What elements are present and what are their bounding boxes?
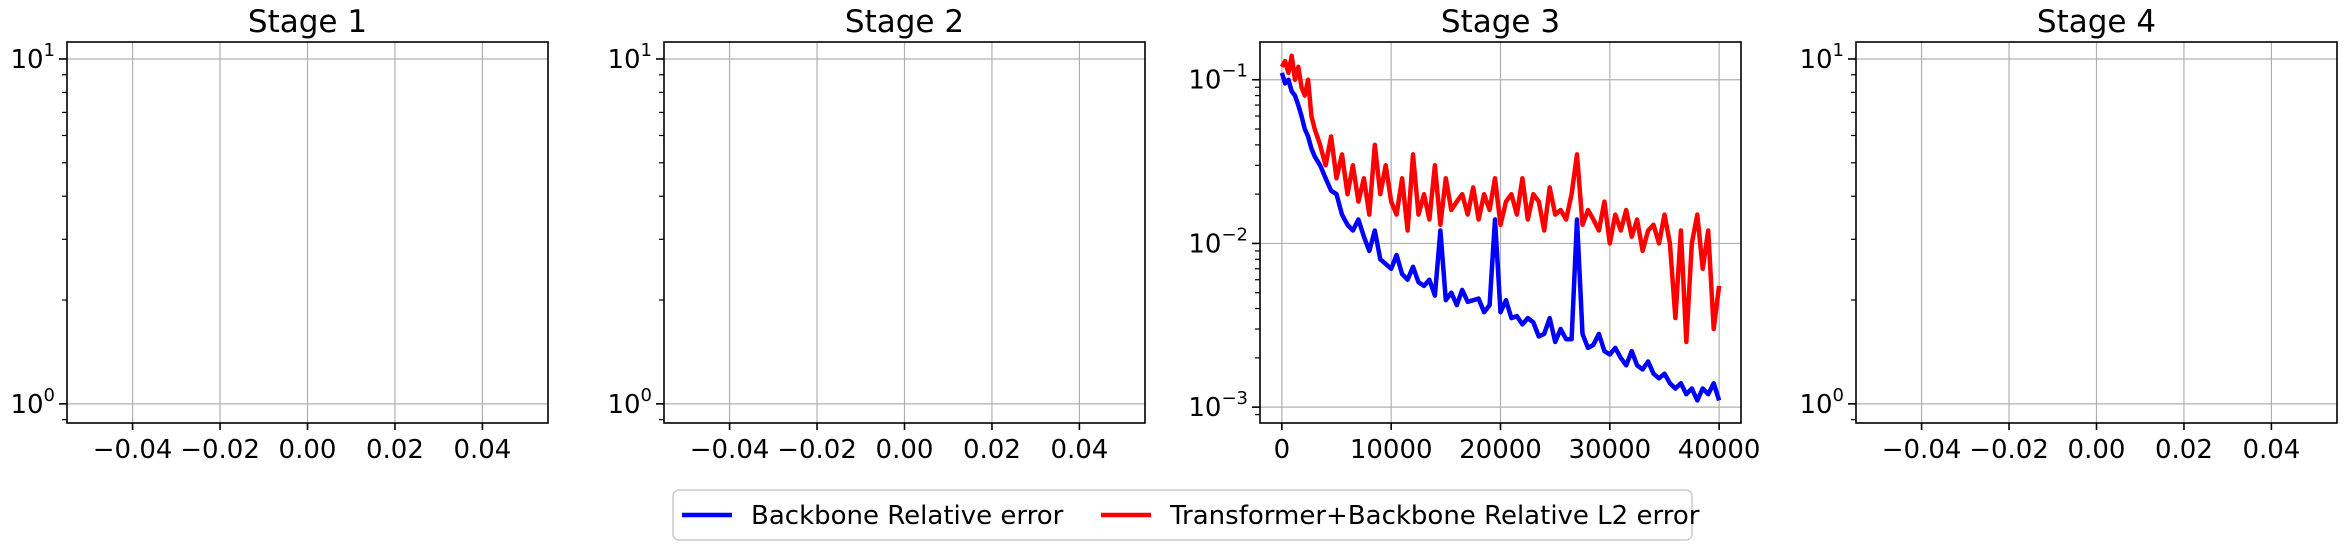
x-tick-label: 0.02 [2155, 435, 2213, 465]
x-tick-label: 30000 [1568, 435, 1651, 465]
x-tick-label: 0.00 [2068, 435, 2126, 465]
y-tick-label: 101 [1799, 40, 1844, 75]
legend-frame [672, 489, 1693, 541]
subplot-4: −0.04 −0.02 0.00 0.02 0.04 100 101 Stage 4 [1799, 4, 2338, 465]
subplot-title: Stage 3 [1441, 4, 1560, 40]
y-tick-label: 10−2 [1188, 224, 1248, 259]
subplot-title: Stage 1 [248, 4, 367, 40]
series-line-backbone [1279, 72, 1722, 403]
x-tick-label: −0.02 [180, 435, 260, 465]
series-line-transformer-backbone [1279, 53, 1722, 345]
x-tick-label: 0.04 [2242, 435, 2300, 465]
y-tick-label: 10−1 [1188, 61, 1248, 96]
y-tick-label: 100 [10, 385, 55, 420]
legend: Backbone Relative error Transformer+Back… [672, 489, 1700, 541]
x-tick-label: 0.02 [366, 435, 424, 465]
subplot-1: −0.04 −0.02 0.00 0.02 0.04 100 101 Stage 1 [10, 4, 549, 465]
x-tick-label: −0.04 [1882, 435, 1962, 465]
x-tick-label: 0.02 [963, 435, 1021, 465]
x-tick-label: 0.00 [279, 435, 337, 465]
y-tick-label: 101 [10, 40, 55, 75]
subplot-2: −0.04 −0.02 0.00 0.02 0.04 100 101 Stage 2 [607, 4, 1146, 465]
y-tick-label: 101 [607, 40, 652, 75]
subplot-3: 0 10000 20000 30000 40000 10−3 10−2 10−1 Stage 3 [1188, 4, 1760, 465]
x-tick-label: −0.02 [777, 435, 857, 465]
y-tick-label: 100 [607, 385, 652, 420]
x-tick-label: 0.00 [876, 435, 934, 465]
x-tick-label: 0.04 [1050, 435, 1108, 465]
x-tick-label: −0.04 [690, 435, 770, 465]
x-tick-label: 10000 [1350, 435, 1433, 465]
x-tick-label: 40000 [1678, 435, 1761, 465]
legend-label-transformer: Transformer+Backbone Relative L2 error [1169, 501, 1700, 531]
legend-label-backbone: Backbone Relative error [751, 501, 1064, 531]
x-tick-label: −0.04 [93, 435, 173, 465]
subplot-title: Stage 2 [845, 4, 964, 40]
x-tick-label: −0.02 [1969, 435, 2049, 465]
y-tick-label: 100 [1799, 385, 1844, 420]
subplot-title: Stage 4 [2037, 4, 2156, 40]
x-tick-label: 20000 [1459, 435, 1542, 465]
x-tick-label: 0 [1274, 435, 1291, 465]
y-tick-label: 10−3 [1188, 388, 1248, 423]
x-tick-label: 0.04 [453, 435, 511, 465]
